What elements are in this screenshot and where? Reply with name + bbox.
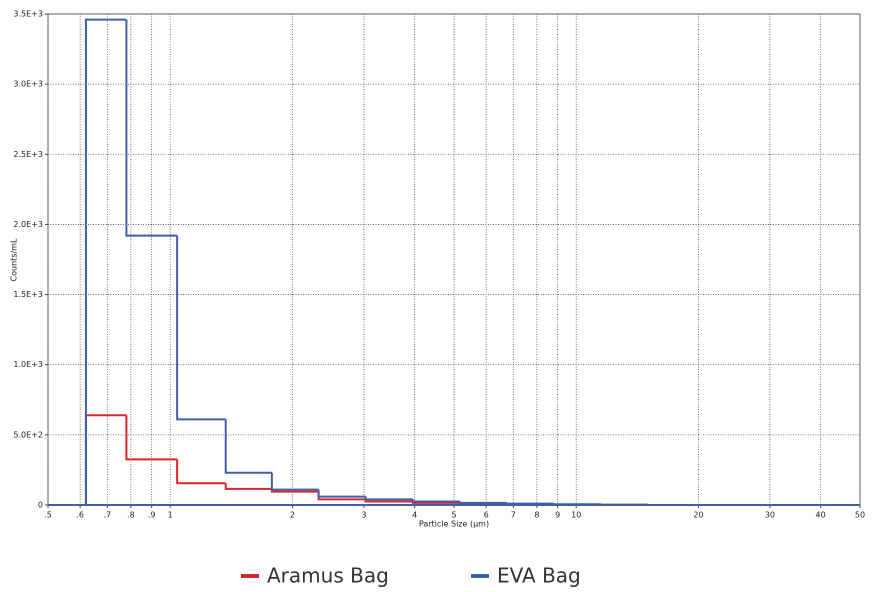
- histogram-step: [458, 501, 507, 504]
- histogram-step: [176, 459, 226, 485]
- y-tick-label: 1.0E+3: [13, 360, 43, 369]
- y-tick-label: 2.5E+3: [13, 150, 43, 159]
- x-tick-label: 1: [168, 511, 173, 520]
- x-tick-label: 9: [555, 511, 560, 520]
- x-tick-label: .9: [148, 511, 156, 520]
- x-tick-label: 5: [451, 511, 456, 520]
- histogram-step: [84, 18, 127, 505]
- histogram-step: [317, 489, 366, 498]
- histogram-step: [270, 472, 319, 491]
- x-tick-label: 10: [571, 511, 581, 520]
- x-tick-label: 20: [693, 511, 703, 520]
- x-tick-label: 6: [484, 511, 489, 520]
- x-tick-label: 4: [412, 511, 417, 520]
- x-tick-label: 7: [511, 511, 516, 520]
- x-tick-label: .5: [44, 511, 52, 520]
- histogram-step: [411, 499, 460, 503]
- legend-label: EVA Bag: [497, 564, 581, 588]
- y-axis-label: Counts/mL: [10, 238, 19, 281]
- legend-label: Aramus Bag: [267, 564, 389, 588]
- histogram-step: [125, 415, 178, 461]
- y-tick-label: 1.5E+3: [13, 290, 43, 299]
- histogram-step: [176, 235, 226, 421]
- histogram-step: [224, 419, 272, 474]
- x-tick-label: 50: [855, 511, 865, 520]
- x-tick-label: 8: [534, 511, 539, 520]
- histogram-step: [224, 483, 272, 490]
- x-tick-label: 40: [816, 511, 826, 520]
- y-tick-label: 3.0E+3: [13, 80, 43, 89]
- y-tick-label: 0: [38, 501, 43, 510]
- x-axis-label: Particle Size (µm): [419, 520, 489, 529]
- histogram-step: [125, 19, 178, 237]
- histogram-step: [505, 502, 554, 505]
- x-tick-label: .6: [76, 511, 84, 520]
- x-tick-label: .7: [104, 511, 112, 520]
- x-tick-label: 3: [361, 511, 366, 520]
- x-tick-label: 30: [765, 511, 775, 520]
- y-tick-label: 3.5E+3: [13, 10, 43, 19]
- y-tick-label: 5.0E+2: [13, 430, 43, 439]
- y-tick-label: 2.0E+3: [13, 220, 43, 229]
- x-tick-label: 2: [290, 511, 295, 520]
- histogram-step: [364, 496, 413, 501]
- x-tick-label: .8: [127, 511, 135, 520]
